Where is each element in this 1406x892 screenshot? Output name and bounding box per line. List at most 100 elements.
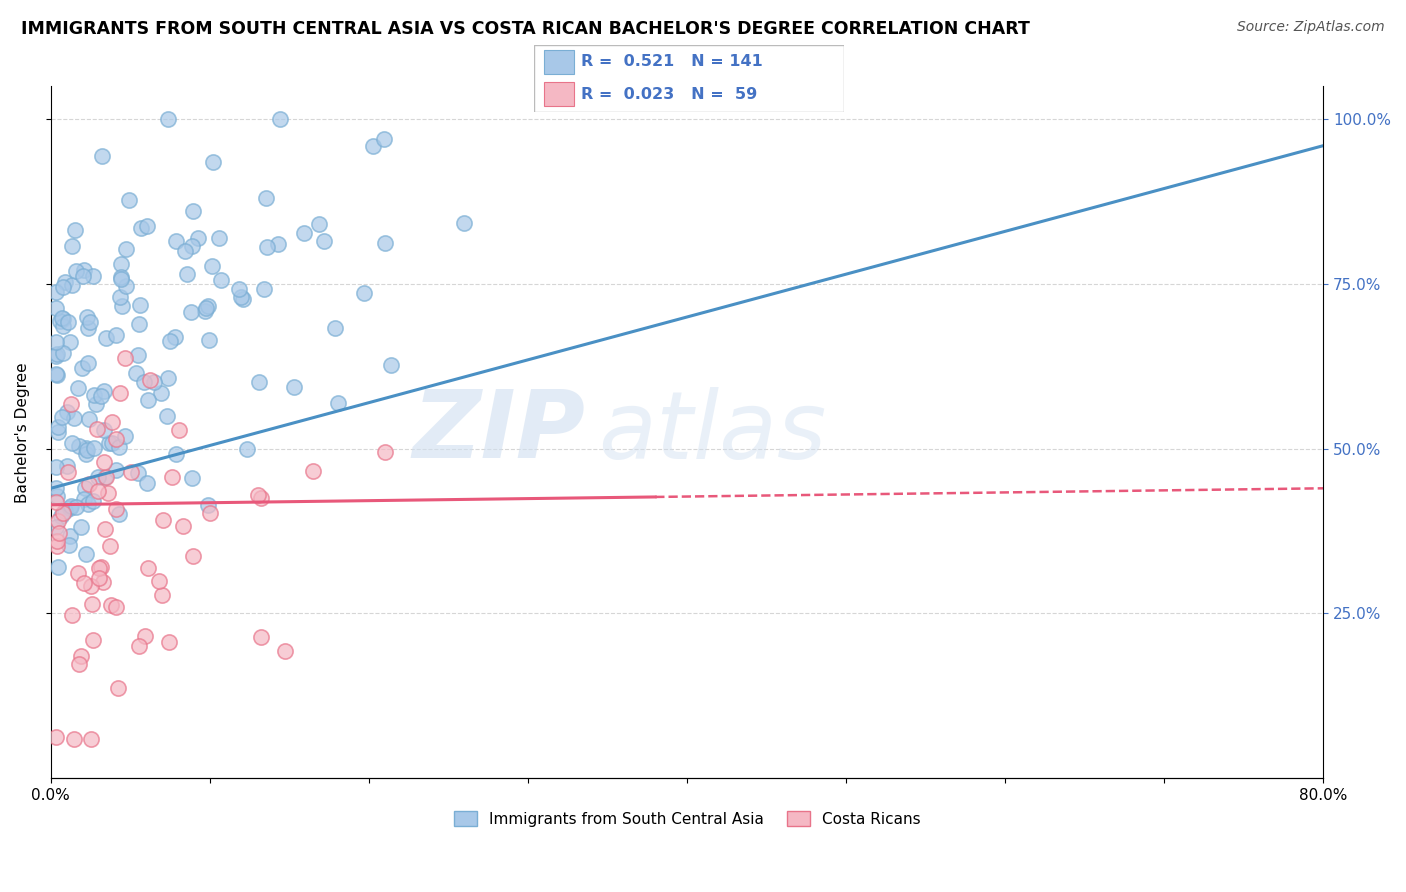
- Point: [148, 574, 170, 589]
- Point: [67, 566, 90, 580]
- Point: [98, 539, 121, 553]
- Point: [202, 155, 225, 169]
- Point: [77, 355, 100, 369]
- Point: [65, 263, 87, 277]
- Point: [115, 242, 138, 256]
- Point: [120, 465, 142, 479]
- Point: [267, 237, 290, 252]
- Point: [45, 301, 67, 315]
- Point: [165, 234, 187, 248]
- Point: [59, 500, 82, 515]
- Point: [157, 635, 180, 649]
- Point: [52, 312, 75, 326]
- Point: [56, 315, 79, 329]
- Point: [80, 731, 103, 746]
- Point: [73, 492, 96, 507]
- Point: [72, 361, 94, 376]
- Point: [76, 442, 98, 457]
- Point: [105, 327, 128, 342]
- Point: [373, 131, 395, 145]
- Point: [198, 506, 221, 520]
- Point: [52, 506, 75, 520]
- Text: R =  0.521   N = 141: R = 0.521 N = 141: [581, 54, 762, 70]
- Point: [139, 373, 162, 387]
- Point: [110, 257, 132, 271]
- Point: [73, 263, 96, 277]
- Point: [73, 575, 96, 590]
- Point: [114, 429, 136, 443]
- Y-axis label: Bachelor's Degree: Bachelor's Degree: [15, 362, 30, 502]
- Point: [374, 445, 396, 459]
- Point: [60, 435, 83, 450]
- Point: [60, 608, 83, 623]
- Point: [312, 235, 335, 249]
- Point: [181, 203, 204, 218]
- Point: [84, 397, 107, 411]
- Point: [80, 597, 103, 611]
- Point: [166, 447, 188, 461]
- Point: [65, 500, 87, 514]
- Point: [93, 575, 115, 590]
- Point: [45, 533, 67, 548]
- Point: [96, 331, 118, 345]
- Point: [104, 432, 127, 446]
- Text: atlas: atlas: [598, 387, 827, 478]
- Point: [107, 440, 129, 454]
- Point: [269, 112, 291, 127]
- Bar: [544, 82, 575, 106]
- Point: [209, 273, 232, 287]
- Point: [159, 334, 181, 348]
- Point: [129, 298, 152, 312]
- Point: [127, 348, 149, 362]
- Legend: Immigrants from South Central Asia, Costa Ricans: Immigrants from South Central Asia, Cost…: [447, 805, 927, 833]
- Point: [48, 526, 70, 541]
- Point: [100, 599, 122, 613]
- Point: [79, 579, 101, 593]
- Point: [53, 504, 76, 518]
- Point: [229, 290, 252, 304]
- Point: [132, 376, 155, 390]
- Point: [125, 366, 148, 380]
- Point: [59, 500, 82, 514]
- Point: [83, 442, 105, 456]
- Point: [172, 519, 194, 533]
- Point: [143, 375, 166, 389]
- Text: R =  0.023   N =  59: R = 0.023 N = 59: [581, 87, 756, 102]
- Point: [56, 405, 79, 419]
- Point: [93, 523, 115, 537]
- Point: [97, 435, 120, 450]
- Point: [59, 335, 82, 350]
- Point: [46, 347, 69, 361]
- Point: [56, 458, 79, 473]
- Point: [45, 334, 67, 349]
- Point: [94, 470, 117, 484]
- Point: [76, 547, 98, 561]
- Point: [197, 498, 219, 512]
- Point: [228, 282, 250, 296]
- Point: [45, 481, 67, 495]
- Point: [70, 519, 93, 533]
- Point: [136, 219, 159, 234]
- Point: [94, 470, 117, 484]
- Point: [45, 368, 67, 382]
- Point: [90, 389, 112, 403]
- Point: [93, 384, 115, 398]
- Point: [58, 465, 80, 479]
- Point: [82, 268, 104, 283]
- Point: [58, 538, 80, 552]
- Point: [308, 217, 330, 231]
- Point: [201, 260, 224, 274]
- Point: [136, 393, 159, 408]
- Point: [60, 238, 83, 252]
- Point: [134, 629, 156, 643]
- Point: [149, 385, 172, 400]
- Point: [60, 277, 83, 292]
- Point: [82, 494, 104, 508]
- Point: [374, 235, 396, 250]
- Text: Source: ZipAtlas.com: Source: ZipAtlas.com: [1237, 20, 1385, 34]
- Point: [104, 463, 127, 477]
- Point: [83, 388, 105, 402]
- Point: [91, 148, 114, 162]
- Point: [45, 285, 67, 299]
- Point: [180, 470, 202, 484]
